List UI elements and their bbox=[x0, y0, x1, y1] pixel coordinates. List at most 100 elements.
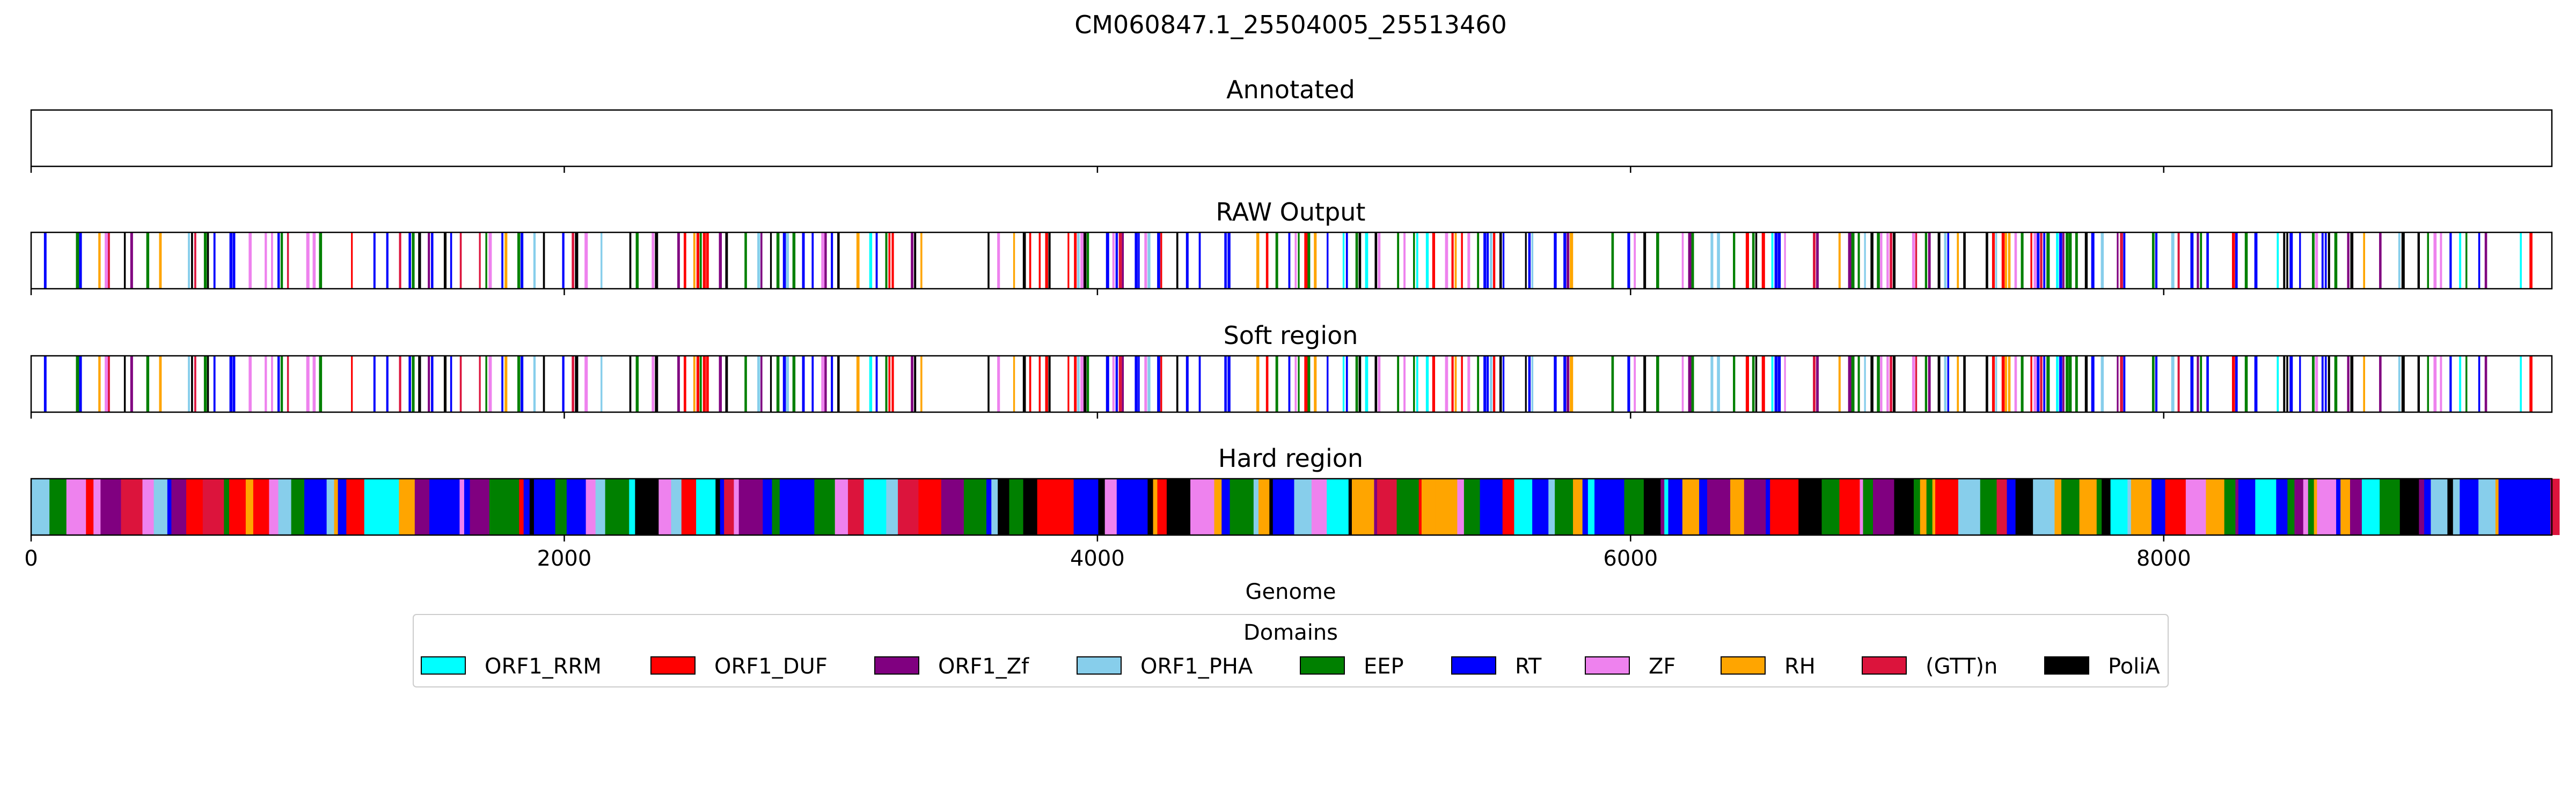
domain-mark bbox=[1963, 232, 1966, 289]
domain-mark bbox=[399, 479, 415, 535]
domain-mark bbox=[2075, 356, 2078, 412]
domain-mark bbox=[1493, 356, 1496, 412]
domain-mark bbox=[2235, 479, 2239, 535]
domain-mark bbox=[1816, 232, 1819, 289]
domain-mark bbox=[86, 479, 94, 535]
domain-mark bbox=[1314, 232, 1317, 289]
domain-mark bbox=[1487, 356, 1489, 412]
domain-mark bbox=[744, 356, 747, 412]
panel-title: Annotated bbox=[1226, 75, 1355, 104]
domain-mark bbox=[652, 232, 655, 289]
domain-mark bbox=[1813, 356, 1816, 412]
domain-mark bbox=[1461, 356, 1463, 412]
panels: Annotated RAW Output Soft region Hard regio… bbox=[30, 75, 2560, 541]
domain-mark bbox=[1060, 479, 1074, 535]
domain-mark bbox=[2478, 479, 2496, 535]
domain-mark bbox=[2277, 356, 2279, 412]
domain-mark bbox=[2361, 479, 2380, 535]
domain-mark bbox=[1073, 479, 1085, 535]
domain-mark bbox=[459, 479, 465, 535]
domain-mark bbox=[2465, 356, 2468, 412]
domain-mark bbox=[2056, 232, 2059, 289]
domain-mark bbox=[2190, 356, 2194, 412]
domain-mark bbox=[1761, 356, 1765, 412]
domain-mark bbox=[1594, 479, 1615, 535]
domain-mark bbox=[1418, 479, 1422, 535]
domain-mark bbox=[848, 479, 865, 535]
domain-mark bbox=[2350, 232, 2354, 289]
domain-mark bbox=[517, 232, 521, 289]
domain-mark bbox=[2478, 356, 2480, 412]
domain-mark bbox=[1873, 479, 1895, 535]
domain-mark bbox=[1493, 232, 1496, 289]
domain-mark bbox=[1525, 356, 1527, 412]
domain-mark bbox=[1563, 356, 1567, 412]
domain-mark bbox=[719, 356, 722, 412]
domain-mark bbox=[1029, 356, 1031, 412]
domain-mark bbox=[1730, 479, 1745, 535]
domain-mark bbox=[194, 356, 196, 412]
domain-mark bbox=[635, 232, 639, 289]
domain-mark bbox=[1857, 356, 1860, 412]
domain-mark bbox=[1774, 232, 1778, 289]
domain-mark bbox=[2224, 479, 2236, 535]
domain-mark bbox=[2311, 232, 2315, 289]
domain-mark bbox=[489, 479, 494, 535]
domain-mark bbox=[2417, 356, 2420, 412]
domain-mark bbox=[488, 356, 492, 412]
domain-mark bbox=[248, 232, 252, 289]
domain-mark bbox=[1634, 356, 1636, 412]
domain-mark bbox=[1190, 479, 1215, 535]
domain-mark bbox=[1890, 232, 1893, 289]
domain-mark bbox=[1432, 356, 1436, 412]
domain-mark bbox=[2363, 232, 2366, 289]
domain-mark bbox=[2453, 479, 2460, 535]
domain-mark bbox=[1463, 479, 1481, 535]
domain-mark bbox=[786, 232, 789, 289]
domain-mark bbox=[2299, 232, 2301, 289]
domain-mark bbox=[1857, 232, 1860, 289]
domain-mark bbox=[1821, 479, 1840, 535]
domain-mark bbox=[1958, 479, 1981, 535]
domain-mark bbox=[2102, 479, 2111, 535]
domain-mark bbox=[1221, 479, 1231, 535]
domain-mark bbox=[1327, 479, 1349, 535]
domain-mark bbox=[2001, 232, 2005, 289]
domain-mark bbox=[1838, 232, 1841, 289]
domain-mark bbox=[738, 479, 763, 535]
domain-mark bbox=[1912, 356, 1915, 412]
domain-mark bbox=[586, 479, 596, 535]
domain-mark bbox=[79, 232, 82, 289]
domain-mark bbox=[671, 479, 682, 535]
domain-mark bbox=[2177, 356, 2180, 412]
domain-mark bbox=[1766, 479, 1770, 535]
domain-mark bbox=[2321, 232, 2324, 289]
domain-mark bbox=[418, 356, 421, 412]
domain-mark bbox=[1573, 479, 1583, 535]
domain-mark bbox=[2091, 232, 2095, 289]
domain-mark bbox=[1777, 356, 1781, 412]
domain-mark bbox=[108, 232, 110, 289]
domain-mark bbox=[1915, 356, 1918, 412]
domain-mark bbox=[2101, 232, 2104, 289]
domain-mark bbox=[373, 356, 376, 412]
domain-mark bbox=[1668, 479, 1683, 535]
domain-mark bbox=[1445, 232, 1448, 289]
domain-mark bbox=[991, 479, 998, 535]
domain-mark bbox=[1656, 232, 1659, 289]
domain-mark bbox=[1774, 356, 1778, 412]
domain-mark bbox=[277, 356, 280, 412]
domain-mark bbox=[1256, 356, 1260, 412]
domain-mark bbox=[319, 356, 323, 412]
domain-mark bbox=[2206, 356, 2209, 412]
domain-marks bbox=[43, 356, 2533, 412]
domain-mark bbox=[2283, 356, 2286, 412]
domain-mark bbox=[1294, 479, 1312, 535]
domain-mark bbox=[1643, 479, 1661, 535]
domain-mark bbox=[1611, 356, 1614, 412]
domain-mark bbox=[326, 479, 335, 535]
domain-mark bbox=[2244, 232, 2248, 289]
domain-mark bbox=[1957, 356, 1959, 412]
domain-mark bbox=[2379, 356, 2382, 412]
domain-mark bbox=[776, 356, 780, 412]
